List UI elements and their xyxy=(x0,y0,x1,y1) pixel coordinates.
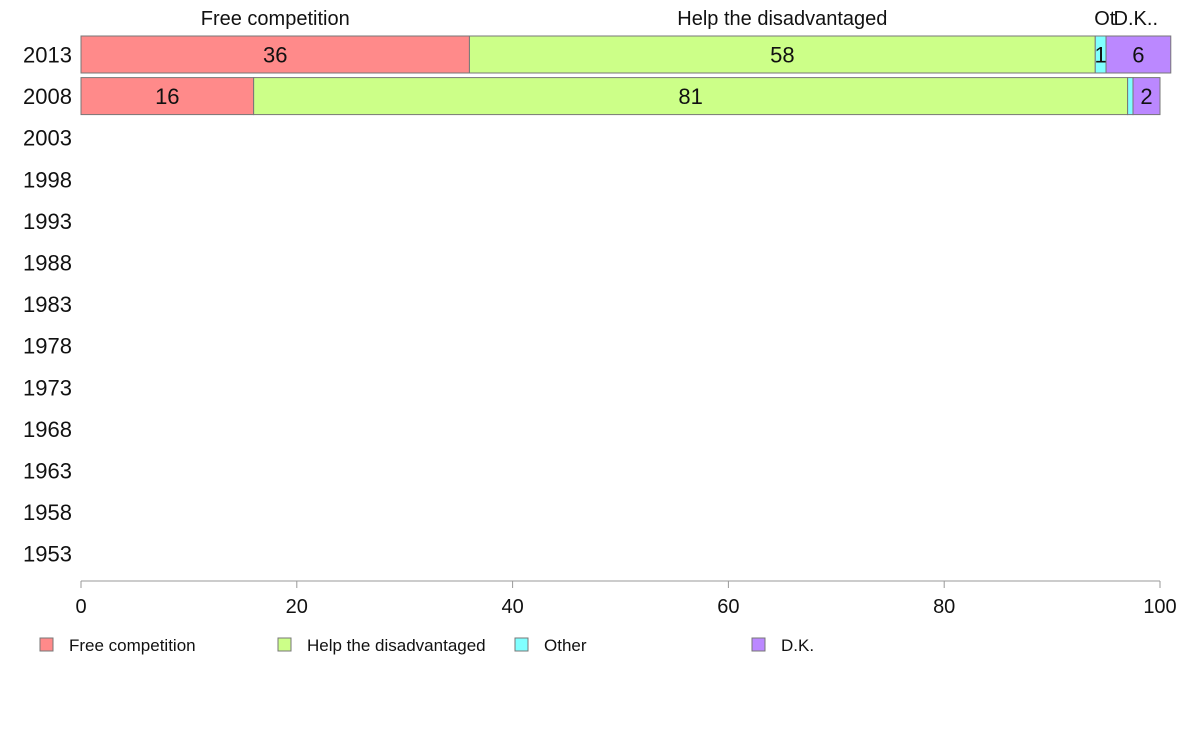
x-tick-label: 60 xyxy=(717,596,739,618)
legend-label: Help the disadvantaged xyxy=(307,636,486,655)
legend-label: Other xyxy=(544,636,587,655)
legend-swatch xyxy=(514,637,529,652)
y-tick-label: 2003 xyxy=(23,126,72,151)
x-tick-label: 100 xyxy=(1143,596,1176,618)
legend-label: Free competition xyxy=(69,636,196,655)
bar-value-label: 16 xyxy=(155,84,179,109)
y-tick-label: 1958 xyxy=(23,500,72,525)
x-tick-label: 0 xyxy=(75,596,86,618)
bar-value-label: 36 xyxy=(263,43,287,68)
legend-swatch xyxy=(277,637,292,652)
y-tick-label: 2013 xyxy=(23,43,72,68)
bar-segment xyxy=(468,35,1096,74)
y-axis-labels: 2013 2008 2003 1998 1993 1988 1983 1978 1973 1968… xyxy=(23,43,72,567)
top-label: D.K.. xyxy=(1114,8,1158,30)
y-tick-label: 1953 xyxy=(23,542,72,567)
bar-value-labels: 36 58 1 6 16 81 2 xyxy=(155,43,1153,110)
x-axis: 0 20 40 60 80 100 xyxy=(75,580,1177,618)
top-label: Free competition xyxy=(201,8,350,30)
y-tick-label: 1988 xyxy=(23,251,72,276)
bar-segment xyxy=(1127,77,1134,116)
x-tick-label: 20 xyxy=(286,596,308,618)
y-tick-label: 1983 xyxy=(23,292,72,317)
y-tick-label: 1998 xyxy=(23,167,72,192)
x-tick-label: 80 xyxy=(933,596,955,618)
bars-group xyxy=(80,35,1172,116)
bar-segment xyxy=(1132,77,1161,116)
top-label: Help the disadvantaged xyxy=(677,8,887,30)
bar-segment xyxy=(80,77,255,116)
y-tick-label: 1973 xyxy=(23,375,72,400)
legend: Free competition Help the disadvantaged Ot… xyxy=(39,636,814,655)
bar-value-label: 58 xyxy=(770,43,794,68)
y-tick-label: 1993 xyxy=(23,209,72,234)
bar-segment xyxy=(253,77,1129,116)
legend-label: D.K. xyxy=(781,636,814,655)
bar-segment xyxy=(1105,35,1172,74)
y-tick-label: 1978 xyxy=(23,334,72,359)
bar-value-label: 1 xyxy=(1095,43,1107,68)
x-tick-label: 40 xyxy=(501,596,523,618)
y-tick-label: 1963 xyxy=(23,459,72,484)
top-label: Ot xyxy=(1094,8,1116,30)
legend-swatch xyxy=(39,637,54,652)
bar-value-label: 81 xyxy=(678,84,702,109)
y-tick-label: 2008 xyxy=(23,84,72,109)
legend-swatch xyxy=(751,637,766,652)
bar-value-label: 2 xyxy=(1140,84,1152,109)
y-tick-label: 1968 xyxy=(23,417,72,442)
top-category-labels: Free competition Help the disadvantaged Ot… xyxy=(201,8,1158,30)
bar-value-label: 6 xyxy=(1132,43,1144,68)
